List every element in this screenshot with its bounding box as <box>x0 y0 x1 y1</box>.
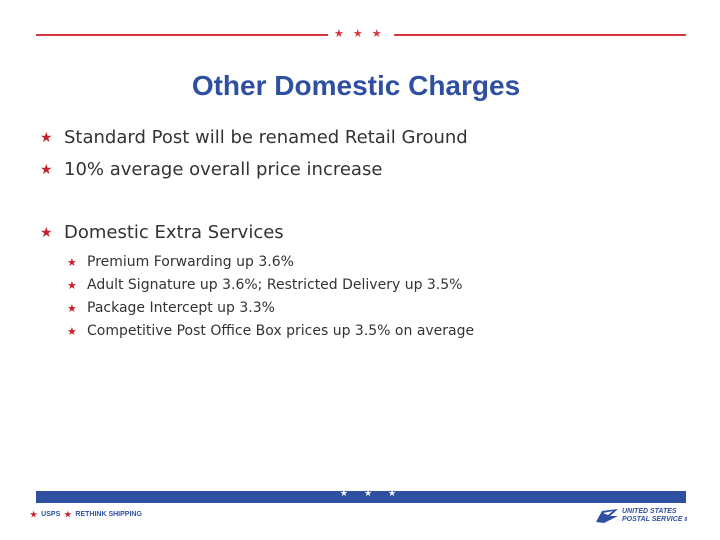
top-divider: ★★★ <box>36 27 686 40</box>
bullet-list: ★ Standard Post will be renamed Retail G… <box>40 124 680 343</box>
footer-brand-name: USPS <box>41 511 61 518</box>
bullet-text: Standard Post will be renamed Retail Gro… <box>64 127 468 148</box>
logo-line-2: POSTAL SERVICE <box>622 516 683 523</box>
sub-bullet-item: ★ Package Intercept up 3.3% <box>67 297 680 320</box>
star-bullet-icon: ★ <box>40 130 53 146</box>
star-bullet-icon: ★ <box>67 279 77 292</box>
sub-bullet-text: Competitive Post Office Box prices up 3.… <box>87 323 475 339</box>
footer-band: ★★★ <box>36 488 686 503</box>
star-icon: ★ <box>64 510 72 519</box>
sub-bullet-item: ★ Competitive Post Office Box prices up … <box>67 320 680 343</box>
bullet-item: ★ 10% average overall price increase <box>40 156 680 184</box>
sub-bullet-list: ★ Premium Forwarding up 3.6% ★ Adult Sig… <box>67 251 680 343</box>
star-bullet-icon: ★ <box>40 162 53 178</box>
eagle-logo-icon <box>596 509 618 523</box>
top-divider-line-right <box>394 34 686 36</box>
top-divider-stars: ★★★ <box>334 27 391 40</box>
footer-stars: ★★★ <box>339 489 413 499</box>
logo-line-1: UNITED STATES <box>622 508 677 515</box>
footer-tagline: RETHINK SHIPPING <box>75 511 142 518</box>
sub-bullet-text: Adult Signature up 3.6%; Restricted Deli… <box>87 277 463 293</box>
page-number: 8 <box>684 517 688 523</box>
sub-bullet-text: Premium Forwarding up 3.6% <box>87 254 294 270</box>
sub-bullet-item: ★ Adult Signature up 3.6%; Restricted De… <box>67 274 680 297</box>
bullet-text: 10% average overall price increase <box>64 159 383 180</box>
star-bullet-icon: ★ <box>67 302 77 315</box>
sub-bullet-item: ★ Premium Forwarding up 3.6% <box>67 251 680 274</box>
slide-title: Other Domestic Charges <box>191 70 521 101</box>
star-bullet-icon: ★ <box>67 325 77 338</box>
star-bullet-icon: ★ <box>67 256 77 269</box>
footer-brand: ★ USPS ★ RETHINK SHIPPING <box>30 510 142 519</box>
usps-logo: UNITED STATES POSTAL SERVICE 8 <box>596 505 692 527</box>
top-divider-line-left <box>36 34 328 36</box>
bullet-item: ★ Standard Post will be renamed Retail G… <box>40 124 680 152</box>
sub-bullet-text: Package Intercept up 3.3% <box>87 300 275 316</box>
star-icon: ★ <box>30 510 38 519</box>
bullet-item: ★ Domestic Extra Services ★ Premium Forw… <box>40 219 680 343</box>
bullet-text: Domestic Extra Services <box>64 222 284 243</box>
star-bullet-icon: ★ <box>40 225 53 241</box>
